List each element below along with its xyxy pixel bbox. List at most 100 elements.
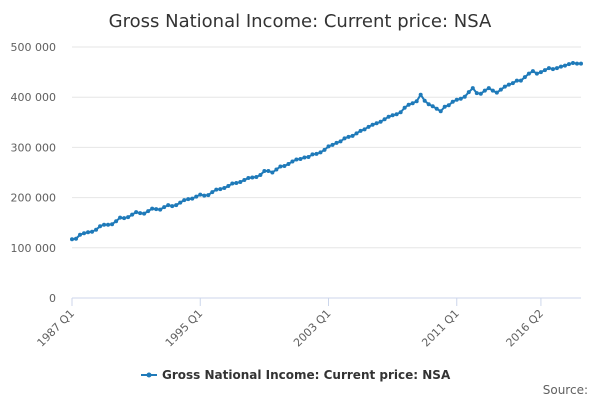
data-point[interactable] — [298, 156, 303, 161]
data-point[interactable] — [538, 70, 543, 75]
data-point[interactable] — [210, 190, 215, 195]
data-point[interactable] — [570, 61, 575, 66]
data-point[interactable] — [410, 101, 415, 106]
data-point[interactable] — [130, 212, 135, 217]
data-point[interactable] — [82, 231, 87, 236]
data-point[interactable] — [170, 204, 175, 209]
data-point[interactable] — [354, 131, 359, 136]
data-point[interactable] — [166, 203, 171, 208]
data-point[interactable] — [214, 187, 219, 192]
data-point[interactable] — [174, 203, 179, 208]
data-point[interactable] — [542, 68, 547, 73]
data-point[interactable] — [126, 215, 131, 220]
data-point[interactable] — [282, 163, 287, 168]
data-point[interactable] — [334, 140, 339, 145]
data-point[interactable] — [70, 237, 74, 242]
data-point[interactable] — [218, 187, 223, 192]
data-point[interactable] — [302, 155, 307, 160]
data-point[interactable] — [266, 168, 271, 173]
data-point[interactable] — [574, 61, 579, 66]
data-point[interactable] — [534, 71, 539, 76]
data-point[interactable] — [422, 98, 427, 103]
data-point[interactable] — [86, 230, 91, 235]
data-point[interactable] — [470, 86, 475, 91]
data-point[interactable] — [442, 104, 447, 109]
data-point[interactable] — [458, 96, 463, 101]
data-point[interactable] — [474, 91, 479, 96]
data-point[interactable] — [306, 154, 311, 159]
data-point[interactable] — [390, 113, 395, 118]
data-point[interactable] — [502, 84, 507, 89]
data-point[interactable] — [562, 63, 567, 68]
data-point[interactable] — [554, 66, 559, 71]
data-point[interactable] — [494, 90, 499, 95]
data-point[interactable] — [286, 161, 291, 166]
data-point[interactable] — [238, 180, 243, 185]
data-point[interactable] — [150, 206, 155, 211]
data-point[interactable] — [398, 110, 403, 115]
data-point[interactable] — [418, 92, 423, 97]
data-point[interactable] — [510, 81, 515, 86]
data-point[interactable] — [142, 211, 147, 216]
data-point[interactable] — [490, 88, 495, 93]
data-point[interactable] — [294, 157, 299, 162]
data-point[interactable] — [138, 211, 143, 216]
data-point[interactable] — [394, 112, 399, 117]
data-point[interactable] — [414, 99, 419, 104]
data-point[interactable] — [242, 178, 247, 183]
data-point[interactable] — [450, 99, 455, 104]
data-point[interactable] — [78, 232, 83, 237]
data-point[interactable] — [146, 209, 151, 214]
data-point[interactable] — [426, 102, 431, 107]
data-point[interactable] — [454, 97, 459, 102]
data-point[interactable] — [342, 136, 347, 141]
data-point[interactable] — [182, 198, 187, 203]
data-point[interactable] — [90, 229, 95, 234]
data-point[interactable] — [274, 167, 279, 172]
data-point[interactable] — [178, 200, 183, 205]
data-point[interactable] — [430, 104, 435, 109]
data-point[interactable] — [74, 236, 79, 241]
data-point[interactable] — [506, 82, 511, 87]
data-point[interactable] — [434, 106, 439, 111]
data-point[interactable] — [522, 75, 527, 80]
data-point[interactable] — [322, 147, 327, 152]
data-point[interactable] — [198, 192, 203, 197]
data-point[interactable] — [362, 127, 367, 132]
data-point[interactable] — [226, 184, 231, 189]
data-point[interactable] — [446, 103, 451, 108]
data-point[interactable] — [378, 119, 383, 124]
data-point[interactable] — [406, 102, 411, 107]
data-point[interactable] — [466, 90, 471, 95]
data-point[interactable] — [438, 109, 443, 114]
data-point[interactable] — [258, 173, 263, 178]
data-point[interactable] — [462, 94, 467, 99]
data-point[interactable] — [579, 61, 583, 66]
data-point[interactable] — [94, 227, 99, 232]
data-point[interactable] — [254, 175, 259, 180]
data-point[interactable] — [98, 224, 103, 229]
data-point[interactable] — [310, 152, 315, 157]
data-point[interactable] — [190, 196, 195, 201]
data-point[interactable] — [158, 207, 163, 212]
data-point[interactable] — [402, 105, 407, 110]
data-point[interactable] — [110, 222, 115, 227]
data-point[interactable] — [366, 124, 371, 129]
data-point[interactable] — [326, 144, 331, 149]
data-point[interactable] — [350, 133, 355, 138]
data-point[interactable] — [114, 219, 119, 224]
data-point[interactable] — [270, 170, 275, 175]
data-point[interactable] — [370, 122, 375, 127]
data-point[interactable] — [154, 207, 159, 212]
data-point[interactable] — [478, 91, 483, 96]
data-point[interactable] — [314, 151, 319, 156]
data-point[interactable] — [526, 71, 531, 76]
data-point[interactable] — [118, 215, 123, 220]
data-point[interactable] — [346, 134, 351, 139]
data-point[interactable] — [518, 78, 523, 83]
legend[interactable]: Gross National Income: Current price: NS… — [141, 368, 451, 382]
data-point[interactable] — [530, 69, 535, 74]
data-point[interactable] — [338, 139, 343, 144]
data-point[interactable] — [486, 86, 491, 91]
data-point[interactable] — [230, 181, 235, 186]
